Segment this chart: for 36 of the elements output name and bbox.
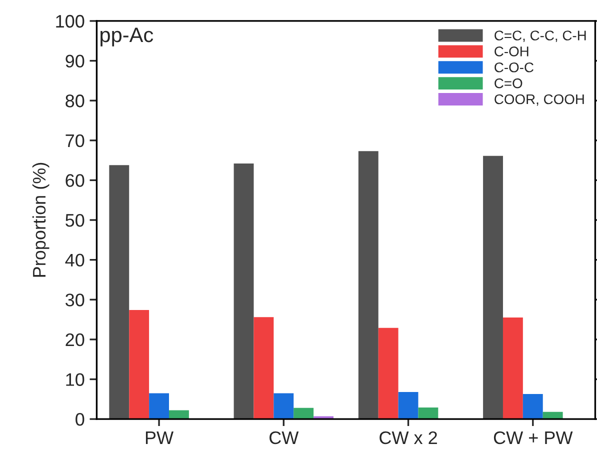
bar: [234, 163, 254, 420]
y-tick-label: 0: [76, 413, 84, 426]
bar: [274, 393, 294, 420]
y-tick-label: 60: [66, 174, 84, 187]
bar: [483, 156, 503, 420]
legend-label: C=O: [494, 78, 522, 88]
bar: [398, 392, 418, 420]
bar: [522, 394, 543, 420]
y-tick-label: 10: [66, 373, 84, 386]
bar: [418, 408, 438, 420]
bar: [294, 408, 314, 420]
bar: [149, 393, 169, 420]
y-tick-label: 70: [66, 134, 84, 148]
bar: [502, 318, 523, 420]
x-tick-label: CW: [270, 431, 299, 444]
bar: [109, 165, 130, 420]
y-axis-title: Proportion (%): [32, 162, 50, 277]
x-tick-label: CW x 2: [380, 431, 437, 444]
x-tick-label: CW + PW: [494, 431, 573, 444]
bar: [358, 151, 378, 420]
y-tick-label: 40: [65, 254, 84, 267]
bar: [254, 317, 274, 420]
annotation: pp-Ac: [100, 28, 154, 46]
bar: [129, 310, 150, 420]
legend-label: C-OH: [494, 46, 528, 56]
y-tick-label: 20: [66, 333, 84, 346]
y-tick-label: 30: [66, 294, 84, 306]
x-tick-label: PW: [146, 432, 174, 444]
legend-label: COOR, COOH: [494, 94, 584, 106]
legend-label: C=C, C-C, C-H: [494, 30, 586, 42]
bar: [378, 328, 398, 420]
y-tick-label: 100: [56, 14, 84, 28]
y-tick-label: 90: [66, 54, 84, 68]
legend-label: C-O-C: [494, 62, 534, 72]
y-tick-label: 50: [66, 214, 84, 227]
y-tick-label: 80: [66, 94, 84, 108]
